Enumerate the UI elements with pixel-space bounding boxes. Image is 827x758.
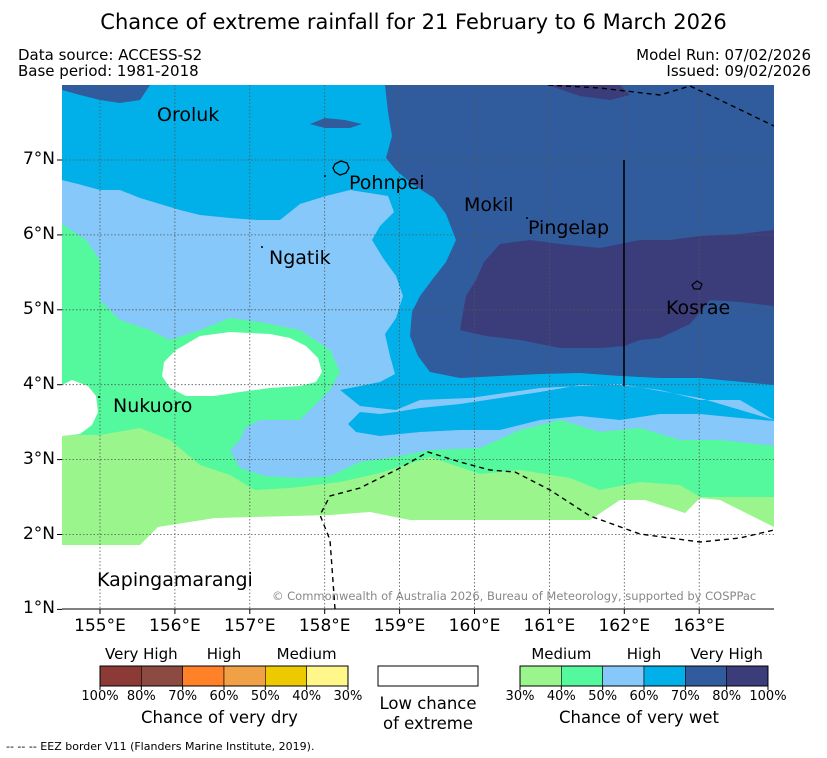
wet-bar-swatch [726,665,769,687]
legend-tick-label: 70% [168,689,198,704]
legend-tick-label: 80% [126,689,156,704]
legend-tick-label: 50% [250,689,280,704]
lon-tick-label: 156°E [149,616,201,636]
dry-bar-swatch [223,665,266,687]
low-chance-left [62,380,98,436]
legend-category-label: High [626,645,662,663]
lat-tick-label: 7°N [22,149,55,169]
low-chance-label-2: of extreme [382,714,474,733]
legend-tick-label: 30% [505,689,535,704]
low-chance-label-1: Low chance [379,694,477,713]
eez-border-note: -- -- -- EEZ border V11 (Flanders Marine… [6,740,315,753]
legend-category-label: Very High [105,645,178,663]
eez-border-north [547,85,774,127]
lon-tick-label: 158°E [298,616,351,636]
wet-80-top-patch [548,85,630,100]
tick-marks [57,159,700,614]
legend-category-label: High [206,645,242,663]
lon-tick-label: 159°E [373,616,426,636]
wet-colorbar [519,665,769,690]
place-label-pingelap: Pingelap [528,217,610,239]
dry-bar-swatch [182,665,225,687]
legend-tick-label: 60% [629,689,659,704]
place-label-ngatik: Ngatik [269,247,331,269]
lon-tick-label: 160°E [448,616,501,636]
lat-tick-label: 3°N [22,448,55,469]
wet-legend-title: Chance of very wet [559,708,719,727]
lat-tick-label: 6°N [22,223,55,244]
lat-tick-label: 1°N [22,598,55,619]
lon-tick-label: 157°E [223,616,276,636]
dry-bar-swatch [306,665,349,687]
legend-tick-label: 80% [712,689,742,704]
legend-tick-label: 70% [670,689,700,704]
copyright-text: © Commonwealth of Australia 2026, Bureau… [272,589,757,603]
legend-category-label: Medium [276,645,337,663]
wet-80-region [460,230,774,348]
lat-tick-label: 4°N [22,373,55,394]
wet-70-top-edge [62,85,150,103]
legend-tick-label: 100% [749,689,787,704]
low-chance-swatch [377,665,479,687]
legend-tick-label: 40% [546,689,576,704]
dry-legend-title: Chance of very dry [141,708,298,727]
legend-tick-label: 60% [209,689,239,704]
low-chance-patch [162,332,322,396]
legend-tick-label: 100% [81,689,119,704]
dry-bar-swatch [99,665,142,687]
nukuoro-dot-icon [98,396,100,398]
legend-tick-label: 40% [292,689,322,704]
legend-tick-label: 50% [588,689,618,704]
lon-tick-label: 162°E [598,616,651,636]
dry-bar-swatch [141,665,183,687]
place-label-oroluk: Oroluk [157,104,220,126]
issued-label: Issued: 09/02/2026 [666,62,811,80]
lon-tick-label: 155°E [74,616,126,636]
dry-colorbar [99,665,349,690]
place-label-nukuoro: Nukuoro [113,395,193,417]
mokil-dot-icon [526,217,528,219]
legend-category-label: Very High [690,645,763,663]
wet-bar-swatch [519,665,562,687]
legend-category-label: Medium [531,645,592,663]
legend-tick-label: 30% [333,689,363,704]
wet-bar-swatch [685,665,727,687]
wet-70-patch [310,118,362,128]
ngatik-dot-icon [261,246,263,248]
kosrae-island-icon [691,280,703,290]
map-plot-area [62,85,774,609]
wet-bar-swatch [561,665,603,687]
lat-tick-label: 2°N [22,523,55,544]
pohnpei-islet-icon [324,175,326,177]
model-run-label: Model Run: 07/02/2026 [636,46,811,64]
eez-border-south [319,451,774,609]
wet-bar-swatch [602,665,645,687]
lon-tick-label: 163°E [673,616,726,636]
lat-tick-label: 5°N [22,298,55,319]
page-title: Chance of extreme rainfall for 21 Februa… [100,10,727,34]
place-label-kosrae: Kosrae [666,297,731,319]
lon-tick-label: 161°E [523,616,576,636]
dry-bar-swatch [265,665,307,687]
place-label-pohnpei: Pohnpei [349,172,425,194]
wet-bar-swatch [643,665,686,687]
data-source-label: Data source: ACCESS-S2 [18,46,203,64]
place-label-kapingamarangi: Kapingamarangi [97,569,253,591]
base-period-label: Base period: 1981-2018 [18,62,199,80]
place-label-mokil: Mokil [464,194,514,216]
pohnpei-island-icon [332,160,350,176]
